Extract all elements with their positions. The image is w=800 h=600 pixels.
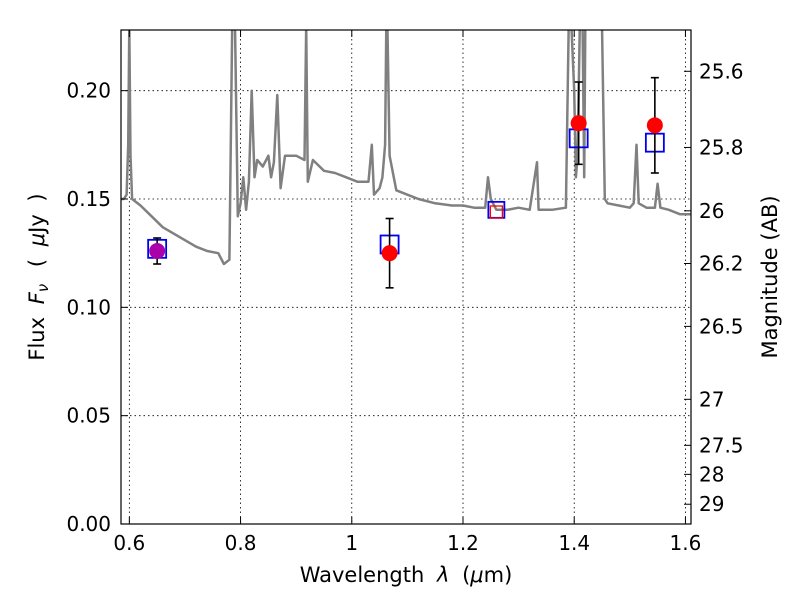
x-axis-label-unit-open: ( — [462, 563, 470, 587]
x-tick-label: 0.6 — [113, 531, 145, 555]
x-axis-label-text: Wavelength — [300, 563, 425, 587]
plot-area — [121, 30, 691, 524]
right-tick-label: 27.5 — [699, 433, 744, 457]
right-tick-label: 26.2 — [699, 251, 744, 275]
y-tick-label: 0.10 — [66, 295, 111, 319]
right-tick-label: 26 — [699, 199, 724, 223]
y-axis-label-unit-open: ( — [25, 259, 49, 267]
right-tick-label: 27 — [699, 387, 724, 411]
x-axis-label-symbol: λ — [436, 563, 449, 587]
x-tick-label: 1 — [345, 531, 358, 555]
right-axis-label: Magnitude (AB) — [758, 195, 782, 358]
y-axis-label-text: Flux — [25, 317, 49, 361]
x-tick-label: 1.6 — [670, 531, 702, 555]
x-axis-label-unit-rest: m) — [484, 563, 513, 587]
observed-point-magenta — [149, 243, 166, 259]
right-tick-label: 25.6 — [699, 59, 744, 83]
x-tick-label: 0.8 — [225, 531, 257, 555]
ticks: 0.6 0.8 1 1.2 1.4 1.6 0.00 0.05 0.10 0.15 0.20 25.6… — [66, 30, 744, 555]
x-tick-label: 1.2 — [447, 531, 479, 555]
y-tick-label: 0.15 — [66, 187, 111, 211]
y-axis-label-symbol: F — [25, 291, 49, 304]
y-axis-label-unit-rest: Jy — [25, 214, 49, 235]
y-tick-label: 0.00 — [66, 512, 111, 536]
y-axis-label: Flux Fν ( μJy ) — [25, 193, 53, 360]
observed-point — [646, 117, 663, 134]
right-tick-label: 28 — [699, 462, 724, 486]
y-axis-label-unit-close: ) — [25, 193, 49, 201]
plot-frame — [120, 29, 692, 525]
y-axis-label-unit-mu: μ — [25, 233, 49, 247]
undetected-square — [489, 205, 504, 219]
x-axis-label: Wavelength λ (μm) — [300, 563, 513, 587]
observed-point — [381, 245, 398, 262]
y-tick-label: 0.20 — [66, 79, 111, 103]
y-tick-label: 0.05 — [66, 404, 111, 428]
model-spectrum-line — [121, 30, 691, 266]
markers — [147, 76, 665, 289]
observed-point — [570, 115, 587, 132]
right-tick-label: 25.8 — [699, 135, 744, 159]
right-tick-label: 26.5 — [699, 314, 744, 338]
x-tick-label: 1.4 — [558, 531, 590, 555]
x-axis-label-unit-mu: μ — [469, 563, 483, 587]
y-axis-label-symbol-sub: ν — [34, 284, 52, 292]
right-tick-label: 29 — [699, 492, 724, 516]
